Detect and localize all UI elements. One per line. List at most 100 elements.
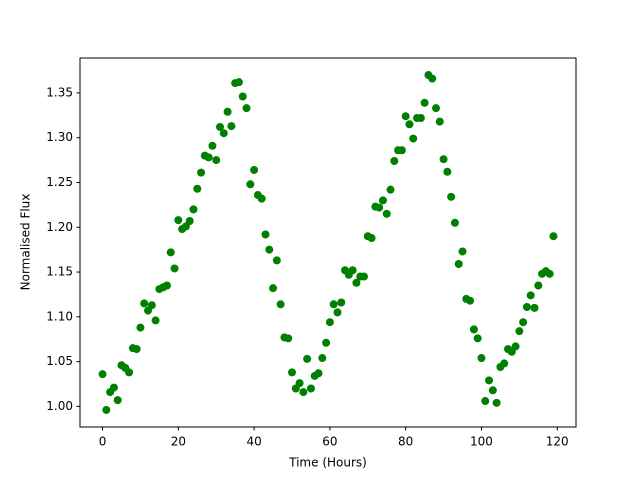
point [450, 218, 459, 227]
point [265, 245, 274, 254]
point [500, 359, 509, 368]
point [216, 122, 225, 131]
point [227, 122, 236, 131]
point [485, 376, 494, 385]
x-tick-label: 80 [398, 435, 413, 449]
point [382, 209, 391, 218]
point [477, 354, 486, 363]
point [405, 120, 414, 129]
point [147, 301, 156, 310]
point [288, 368, 297, 377]
point [174, 216, 183, 225]
point [314, 369, 323, 378]
point [397, 146, 406, 155]
point [375, 203, 384, 212]
point [386, 185, 395, 194]
y-tick-label: 1.35 [46, 85, 73, 99]
point [261, 230, 270, 239]
point [151, 316, 160, 325]
point [136, 323, 145, 332]
point [219, 129, 228, 138]
point [431, 104, 440, 113]
point [526, 291, 535, 300]
point [488, 386, 497, 395]
point [534, 281, 543, 290]
point [447, 192, 456, 201]
point [238, 92, 247, 101]
point [98, 370, 107, 379]
point [197, 168, 206, 177]
x-tick-label: 20 [171, 435, 186, 449]
point [443, 167, 452, 176]
point [466, 296, 475, 305]
point [458, 247, 467, 256]
point [519, 318, 528, 327]
point [113, 396, 122, 405]
point [284, 334, 293, 343]
point [492, 398, 501, 407]
y-axis-label: Normalised Flux [19, 194, 33, 291]
x-tick-label: 120 [546, 435, 569, 449]
point [378, 196, 387, 205]
x-tick-label: 0 [99, 435, 107, 449]
point [193, 184, 202, 193]
point [329, 300, 338, 309]
y-tick-label: 1.00 [46, 399, 73, 413]
x-tick-label: 60 [322, 435, 337, 449]
point [132, 345, 141, 354]
point [272, 256, 281, 265]
point [348, 266, 357, 275]
point [242, 104, 251, 113]
point [420, 98, 429, 107]
y-tick-label: 1.10 [46, 309, 73, 323]
point [269, 284, 278, 293]
point [208, 141, 217, 150]
point [299, 388, 308, 397]
point [170, 264, 179, 273]
point [162, 281, 171, 290]
point [359, 272, 368, 281]
point [511, 342, 520, 351]
point [109, 383, 118, 392]
point [306, 384, 315, 393]
y-tick-label: 1.25 [46, 175, 73, 189]
point [234, 78, 243, 87]
point [522, 302, 531, 311]
point [125, 368, 134, 377]
point [189, 205, 198, 214]
point [435, 117, 444, 126]
y-tick-label: 1.15 [46, 265, 73, 279]
point [140, 299, 149, 308]
point [325, 318, 334, 327]
point [473, 334, 482, 343]
point [322, 338, 331, 347]
x-axis-label: Time (Hours) [288, 456, 367, 470]
point [549, 232, 558, 241]
point [352, 278, 361, 287]
point [223, 107, 232, 116]
y-tick-label: 1.20 [46, 220, 73, 234]
point [166, 248, 175, 257]
point [481, 397, 490, 406]
plot-frame [79, 57, 577, 428]
point [439, 155, 448, 164]
x-tick-label: 100 [470, 435, 493, 449]
point [428, 74, 437, 83]
point [469, 325, 478, 334]
point [257, 194, 266, 203]
y-tick-label: 1.05 [46, 354, 73, 368]
point [204, 153, 213, 162]
point [333, 308, 342, 317]
point [454, 259, 463, 268]
point [545, 269, 554, 278]
point [530, 303, 539, 312]
point [367, 234, 376, 243]
y-tick-label: 1.30 [46, 130, 73, 144]
point [250, 165, 259, 174]
point [295, 379, 304, 388]
point [276, 300, 285, 309]
point [401, 112, 410, 121]
x-tick-label: 40 [246, 435, 261, 449]
point [337, 298, 346, 307]
